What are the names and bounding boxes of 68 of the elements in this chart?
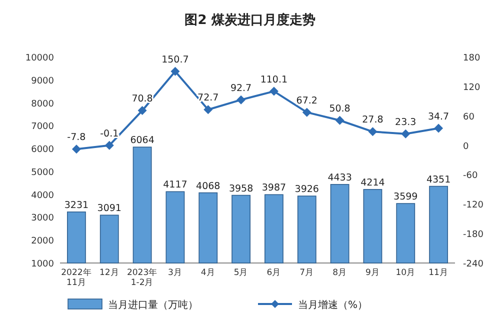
legend-label: 当月增速（%） xyxy=(298,299,368,311)
data-label: 3987 xyxy=(262,182,286,194)
y2-tick-label: -60 xyxy=(463,171,478,182)
data-label: 6064 xyxy=(130,135,154,146)
point xyxy=(269,86,278,96)
y2-tick-label: 120 xyxy=(463,82,480,93)
data-label: 3599 xyxy=(394,192,418,203)
point xyxy=(434,124,444,133)
point xyxy=(138,106,147,116)
point xyxy=(104,140,114,150)
x-tick-label: 8月 xyxy=(332,268,348,278)
x-tick-label: 11月 xyxy=(428,268,448,278)
y-tick-label: 10000 xyxy=(25,54,54,64)
y2-tick-label: -120 xyxy=(463,200,484,211)
data-label: 34.7 xyxy=(428,111,450,122)
point xyxy=(401,129,410,138)
data-label: 72.7 xyxy=(198,92,219,104)
point xyxy=(302,108,312,117)
y-tick-label: 2000 xyxy=(31,236,54,247)
x-tick-label: 4月 xyxy=(200,268,216,278)
x-tick-label: 10月 xyxy=(396,268,416,278)
point xyxy=(368,127,378,136)
x-tick-label: 6月 xyxy=(266,268,282,278)
y2-tick-label: 0 xyxy=(463,142,469,152)
y-tick-label: 5000 xyxy=(31,168,54,178)
data-label: 3926 xyxy=(294,184,319,196)
data-label: 50.8 xyxy=(329,103,350,114)
data-label: 4117 xyxy=(163,180,188,191)
y2-tick-label: -180 xyxy=(463,230,484,240)
x-tick-label: 9月 xyxy=(365,268,380,278)
x-tick-label: 5月 xyxy=(234,268,248,278)
y-tick-label: 3000 xyxy=(31,214,54,224)
y2-tick-label: 60 xyxy=(463,112,475,122)
point xyxy=(170,66,180,76)
y-tick-label: 6000 xyxy=(31,145,54,156)
data-label: 3091 xyxy=(97,203,122,214)
x-tick-label: 2022年 11月 xyxy=(61,267,92,288)
data-label: 3231 xyxy=(64,200,89,211)
data-label: 4214 xyxy=(360,177,385,188)
x-tick-label: 12月 xyxy=(99,268,120,278)
data-label: 67.2 xyxy=(296,95,318,106)
data-label: 27.8 xyxy=(362,114,384,126)
data-label: 4351 xyxy=(426,174,451,186)
point xyxy=(72,144,81,154)
y-tick-label: 1000 xyxy=(31,260,54,270)
y-tick-label: 9000 xyxy=(31,76,54,86)
x-tick-label: 7月 xyxy=(300,268,314,278)
data-label: -7.8 xyxy=(67,132,86,144)
data-label: 92.7 xyxy=(230,82,252,94)
point xyxy=(204,105,213,114)
y-tick-label: 7000 xyxy=(31,122,54,132)
chart-title: 图2 煤炭进口月度走势 xyxy=(184,12,316,28)
y2-tick-label: -240 xyxy=(463,260,484,270)
legend-label: 当月进口量（万吨） xyxy=(108,299,198,311)
y-tick-label: 8000 xyxy=(31,99,54,110)
x-tick-label: 3月 xyxy=(168,268,182,278)
y2-tick-label: 180 xyxy=(463,54,480,64)
y-tick-label: 4000 xyxy=(31,190,54,201)
point xyxy=(335,116,344,125)
data-label: 23.3 xyxy=(395,116,416,128)
data-label: 150.7 xyxy=(162,54,189,66)
data-label: 3958 xyxy=(228,183,254,194)
data-label: 4433 xyxy=(328,172,352,184)
data-label: 4068 xyxy=(196,180,220,192)
data-label: 110.1 xyxy=(260,74,288,86)
point xyxy=(236,95,246,104)
x-tick-label: 2023年 1-2月 xyxy=(126,267,158,288)
data-label: -0.1 xyxy=(100,128,119,140)
